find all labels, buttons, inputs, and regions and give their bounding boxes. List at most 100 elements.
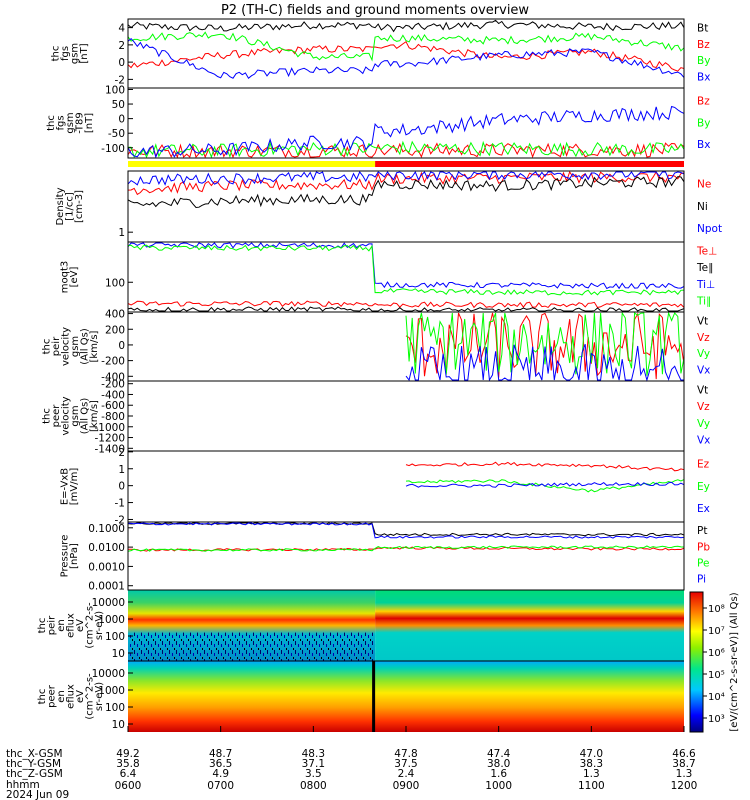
y-axis-label: fgs xyxy=(56,115,67,130)
date-label: 2024 Jun 09 xyxy=(6,789,69,800)
series-npot xyxy=(127,171,685,186)
y-axis-label: thc xyxy=(42,408,53,424)
y-axis-label: Density xyxy=(55,187,66,225)
axes-layer xyxy=(127,18,707,732)
peir-spectrogram-noise xyxy=(128,632,376,661)
y-tick-label: -2 xyxy=(115,74,125,86)
y-axis-label: peir xyxy=(51,336,62,356)
legend-pe: Pe xyxy=(697,558,709,570)
y-axis-label: thc xyxy=(37,618,48,634)
ephemeris-value: 46.6 xyxy=(672,748,696,760)
legend-te⊥: Te⊥ xyxy=(696,246,717,258)
legend-ti∥: Ti∥ xyxy=(696,296,711,308)
legend-vt: Vt xyxy=(697,315,708,327)
colorbar xyxy=(689,591,704,733)
legend-ne: Ne xyxy=(697,179,711,191)
legend-vz: Vz xyxy=(697,332,710,344)
y-tick-label: 100 xyxy=(105,84,125,96)
series-ni xyxy=(127,176,685,209)
y-tick-label: -400 xyxy=(101,389,125,401)
legend-bx: Bx xyxy=(697,72,710,84)
y-axis-label: fgs xyxy=(60,46,71,61)
mode-bar-before xyxy=(128,161,376,167)
y-axis-label: (cm^2-s- xyxy=(85,673,96,720)
ephemeris-value: 1.3 xyxy=(676,768,693,780)
legend-pb: Pb xyxy=(697,541,710,553)
legend-pt: Pt xyxy=(697,525,707,537)
y-tick-label: 10 xyxy=(112,648,125,660)
y-tick-label: 0 xyxy=(118,114,125,126)
y-tick-label: -400 xyxy=(101,371,125,383)
y-tick-label: 1000 xyxy=(98,614,125,626)
series-bx xyxy=(127,38,685,79)
x-tick-label: 1000 xyxy=(485,780,512,792)
y-tick-label: 200 xyxy=(105,324,125,336)
ephemeris-value: 36.5 xyxy=(209,758,232,770)
panel-frame xyxy=(127,380,685,452)
y-tick-label: -1 xyxy=(115,498,125,510)
colorbar-tick-label: 10⁶ xyxy=(708,648,725,659)
y-axis-label: eflux xyxy=(66,613,77,638)
y-axis-label: [nT] xyxy=(84,113,95,133)
y-tick-label: 4 xyxy=(118,23,125,35)
colorbar-tick-label: 10⁷ xyxy=(708,626,725,637)
ephemeris-value: 49.2 xyxy=(116,748,139,760)
ephemeris-value: 37.5 xyxy=(394,758,417,770)
legend-vz: Vz xyxy=(697,401,710,413)
ephemeris-value: 48.7 xyxy=(209,748,232,760)
x-tick-label: 1200 xyxy=(671,780,698,792)
legend-ez: Ez xyxy=(697,459,710,471)
ephemeris-value: 37.1 xyxy=(302,758,325,770)
legend-vx: Vx xyxy=(697,435,710,447)
series-by xyxy=(128,140,685,159)
panel-frame xyxy=(127,87,685,159)
ephemeris-value: 3.5 xyxy=(305,768,322,780)
legend-vy: Vy xyxy=(697,418,710,430)
y-axis-label: peir xyxy=(47,615,58,635)
y-tick-label: 0 xyxy=(118,481,125,493)
x-tick-label: 0700 xyxy=(207,780,234,792)
series-pi xyxy=(127,522,685,539)
legend-ti⊥: Ti⊥ xyxy=(696,279,715,291)
y-axis-label: gsm xyxy=(70,336,81,357)
ephemeris-value: 48.3 xyxy=(302,748,325,760)
y-axis-label: [eV] xyxy=(69,267,80,288)
y-axis-label: thc xyxy=(37,689,48,705)
legend-ex: Ex xyxy=(697,503,710,515)
y-tick-label: 2 xyxy=(118,447,125,459)
y-tick-label: 50 xyxy=(112,99,125,111)
legend-vy: Vy xyxy=(697,348,710,360)
y-tick-label: -2 xyxy=(115,514,125,526)
peer-spectrogram xyxy=(128,661,684,732)
chart-title: P2 (TH-C) fields and ground moments over… xyxy=(221,3,529,18)
colorbar-tick-label: 10⁴ xyxy=(708,692,725,703)
y-tick-label: 2 xyxy=(118,40,125,52)
panel-frame xyxy=(127,521,685,591)
colorbar-label: [eV/(cm^2-s-sr-eV)] (All Qs) xyxy=(729,592,740,731)
y-axis-label: gsm xyxy=(70,43,81,64)
series-bt xyxy=(127,19,685,33)
x-tick-label: 1100 xyxy=(578,780,605,792)
y-tick-label: 400 xyxy=(105,309,125,321)
y-axis-label: peer xyxy=(47,684,58,708)
ephemeris-value: 1.6 xyxy=(490,768,507,780)
series-ti⊥ xyxy=(127,242,685,290)
y-axis-label: [nPa] xyxy=(69,543,80,569)
series-ti∥ xyxy=(127,244,685,296)
colorbar-tick-label: 10⁵ xyxy=(708,670,725,681)
ephemeris-label: thc_Y-GSM xyxy=(6,758,61,770)
series-bx xyxy=(127,105,685,159)
y-tick-label: 100 xyxy=(105,631,125,643)
y-axis-label: velocity xyxy=(61,396,72,435)
series-by xyxy=(127,31,685,62)
y-axis-label: [nT] xyxy=(79,43,90,63)
labels-layer: P2 (TH-C) fields and ground moments over… xyxy=(6,3,740,800)
y-axis-label: sr-eV) xyxy=(94,682,105,711)
series-bz xyxy=(127,40,685,72)
y-axis-label: E=-VxB xyxy=(60,468,71,505)
y-tick-label: -800 xyxy=(101,411,125,423)
y-axis-label: gsm xyxy=(65,112,76,133)
legend-bz: Bz xyxy=(697,95,710,107)
y-axis-label: [km/s] xyxy=(89,330,100,362)
